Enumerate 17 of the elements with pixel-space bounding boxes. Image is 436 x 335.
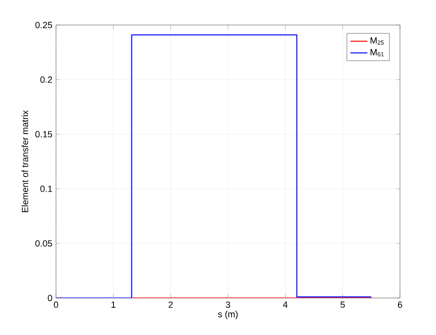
y-tick-label: 0.1: [40, 186, 52, 192]
y-axis-title: Element of transfer matrix: [22, 110, 28, 212]
x-tick-label: 4: [283, 302, 288, 308]
x-tick-label: 6: [398, 302, 402, 308]
x-tick-label: 1: [112, 302, 116, 308]
legend-label: M$_{25}$: [370, 37, 384, 45]
legend-label: M$_{61}$: [370, 49, 384, 56]
y-tick-label: 0.25: [35, 22, 52, 28]
x-axis-title: s (m): [218, 310, 238, 320]
y-tick-label: 0: [48, 294, 52, 302]
y-tick-label: 0.05: [35, 240, 52, 247]
x-tick-label: 2: [168, 302, 173, 308]
x-tick-label: 3: [226, 302, 230, 308]
y-tick-label: 0.2: [40, 76, 52, 83]
x-tick-label: 5: [340, 302, 345, 308]
y-tick-label: 0.15: [35, 131, 52, 138]
x-tick-label: 0: [54, 302, 58, 308]
